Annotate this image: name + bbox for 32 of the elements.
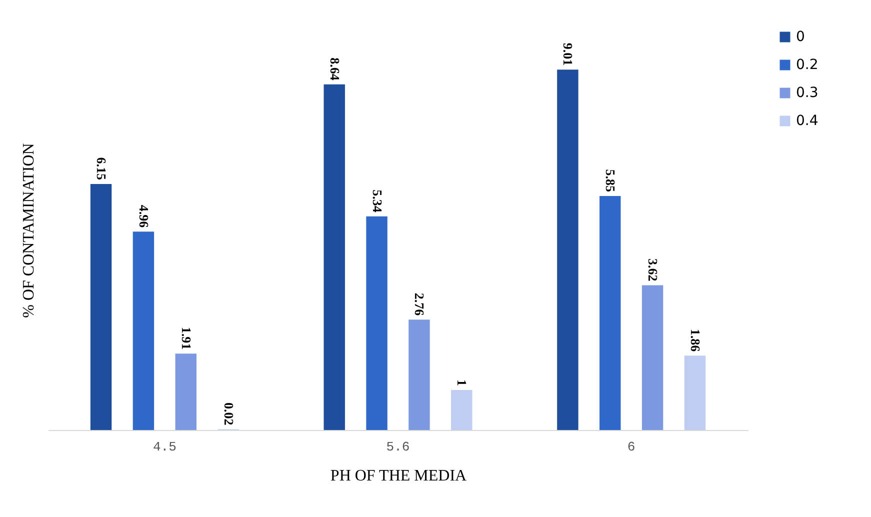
data-label: 1.91 xyxy=(178,326,194,350)
bar xyxy=(175,354,196,430)
bar xyxy=(642,285,664,430)
data-label: 2.76 xyxy=(412,292,428,316)
data-label: 1.86 xyxy=(688,328,703,352)
data-label: 8.64 xyxy=(327,58,342,81)
data-label: 4.96 xyxy=(136,204,152,228)
bar xyxy=(451,390,472,430)
data-label: 3.62 xyxy=(646,258,661,282)
data-label: 9.01 xyxy=(560,42,576,66)
x-tick-label: 5.6 xyxy=(386,440,410,454)
bar xyxy=(408,320,430,430)
bar xyxy=(90,184,112,430)
bar xyxy=(684,356,706,430)
data-label: 5.34 xyxy=(370,190,385,213)
bar xyxy=(324,84,345,430)
bar xyxy=(557,70,578,430)
x-tick-label: 6 xyxy=(627,440,636,454)
data-label: 0.02 xyxy=(221,402,236,426)
data-label: 6.15 xyxy=(94,157,110,180)
legend-label: 0 xyxy=(796,29,805,45)
bar xyxy=(132,232,154,430)
legend-label: 0.3 xyxy=(796,85,818,101)
x-tick-label: 4.5 xyxy=(152,440,176,454)
bar xyxy=(366,216,388,430)
data-label: 1 xyxy=(454,380,470,386)
data-label: 5.85 xyxy=(603,169,618,192)
legend-label: 0.4 xyxy=(796,113,818,129)
x-axis-title: PH OF THE MEDIA xyxy=(330,468,468,484)
bar xyxy=(600,196,621,430)
legend-label: 0.2 xyxy=(796,57,818,73)
y-axis-title: % OF CONTAMINATION xyxy=(20,142,38,318)
